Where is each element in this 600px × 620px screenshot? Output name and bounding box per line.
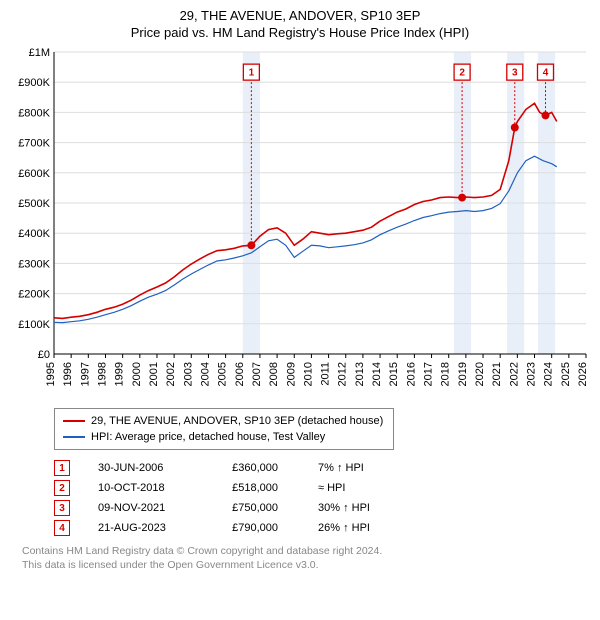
transaction-price: £750,000 — [218, 502, 318, 514]
chart-svg: £0 £100K £200K £300K £400K £500K £600K £700K £80… — [10, 46, 590, 406]
x-tick-label: 1998 — [96, 362, 108, 386]
x-tick-label: 2005 — [217, 362, 229, 386]
x-tick-label: 2011 — [320, 362, 332, 386]
transaction-dot — [247, 241, 255, 249]
legend-swatch — [63, 436, 85, 438]
x-tick-label: 2018 — [440, 362, 452, 386]
transaction-date: 30-JUN-2006 — [98, 462, 218, 474]
transaction-date: 09-NOV-2021 — [98, 502, 218, 514]
transaction-date: 10-OCT-2018 — [98, 482, 218, 494]
x-tick-label: 2020 — [474, 362, 486, 386]
footer-line-1: Contains HM Land Registry data © Crown c… — [22, 544, 590, 558]
legend-label: 29, THE AVENUE, ANDOVER, SP10 3EP (detac… — [91, 413, 383, 429]
transaction-marker-number: 1 — [249, 68, 255, 79]
y-tick-label: £800K — [18, 107, 50, 119]
series-hpi — [54, 156, 557, 322]
attribution-footer: Contains HM Land Registry data © Crown c… — [22, 544, 590, 572]
y-tick-label: £900K — [18, 77, 50, 89]
x-tick-label: 2012 — [337, 362, 349, 386]
x-tick-label: 2024 — [543, 362, 555, 386]
y-tick-label: £600K — [18, 168, 50, 180]
x-tick-label: 2014 — [371, 362, 383, 386]
chart-plot-area: £0 £100K £200K £300K £400K £500K £600K £700K £80… — [10, 46, 590, 406]
transaction-badge: 2 — [54, 480, 70, 496]
y-tick-label: £300K — [18, 258, 50, 270]
transaction-row: 1 30-JUN-2006£360,0007% ↑ HPI — [54, 458, 590, 478]
x-tick-label: 2025 — [560, 362, 572, 386]
x-tick-label: 1995 — [45, 362, 57, 386]
x-tick-label: 2008 — [268, 362, 280, 386]
chart-container: 29, THE AVENUE, ANDOVER, SP10 3EP Price … — [0, 0, 600, 576]
transaction-badge: 1 — [54, 460, 70, 476]
x-tick-label: 2007 — [251, 362, 263, 386]
x-tick-label: 2022 — [508, 362, 520, 386]
y-tick-label: £400K — [18, 228, 50, 240]
x-tick-label: 2009 — [285, 362, 297, 386]
transaction-hpi: 30% ↑ HPI — [318, 502, 438, 514]
y-tick-label: £700K — [18, 138, 50, 150]
transaction-price: £360,000 — [218, 462, 318, 474]
y-tick-label: £1M — [29, 47, 50, 59]
y-tick-label: £100K — [18, 319, 50, 331]
x-tick-label: 2003 — [182, 362, 194, 386]
x-tick-label: 2015 — [388, 362, 400, 386]
transaction-marker-number: 4 — [543, 68, 549, 79]
x-tick-label: 2016 — [405, 362, 417, 386]
transaction-hpi: ≈ HPI — [318, 482, 438, 494]
y-tick-label: £500K — [18, 198, 50, 210]
transaction-dot — [511, 124, 519, 132]
transaction-table: 1 30-JUN-2006£360,0007% ↑ HPI 2 10-OCT-2018… — [54, 458, 590, 538]
x-tick-label: 2002 — [165, 362, 177, 386]
transaction-marker-number: 2 — [459, 68, 465, 79]
chart-title: 29, THE AVENUE, ANDOVER, SP10 3EP — [10, 8, 590, 23]
y-tick-label: £200K — [18, 289, 50, 301]
transaction-row: 2 10-OCT-2018£518,000≈ HPI — [54, 478, 590, 498]
y-tick-label: £0 — [38, 349, 50, 361]
x-tick-label: 2017 — [423, 362, 435, 386]
footer-line-2: This data is licensed under the Open Gov… — [22, 558, 590, 572]
transaction-dot — [541, 111, 549, 119]
x-tick-label: 2019 — [457, 362, 469, 386]
x-tick-label: 2004 — [199, 362, 211, 386]
transaction-badge: 3 — [54, 500, 70, 516]
legend-item: HPI: Average price, detached house, Test… — [63, 429, 383, 445]
transaction-badge: 4 — [54, 520, 70, 536]
x-tick-label: 2010 — [302, 362, 314, 386]
x-tick-label: 2026 — [577, 362, 589, 386]
chart-subtitle: Price paid vs. HM Land Registry's House … — [10, 25, 590, 40]
legend: 29, THE AVENUE, ANDOVER, SP10 3EP (detac… — [54, 408, 394, 450]
legend-label: HPI: Average price, detached house, Test… — [91, 429, 325, 445]
transaction-row: 4 21-AUG-2023£790,00026% ↑ HPI — [54, 518, 590, 538]
transaction-price: £518,000 — [218, 482, 318, 494]
legend-item: 29, THE AVENUE, ANDOVER, SP10 3EP (detac… — [63, 413, 383, 429]
x-tick-label: 2013 — [354, 362, 366, 386]
transaction-marker-number: 3 — [512, 68, 518, 79]
transaction-hpi: 26% ↑ HPI — [318, 522, 438, 534]
x-tick-label: 2000 — [131, 362, 143, 386]
transaction-row: 3 09-NOV-2021£750,00030% ↑ HPI — [54, 498, 590, 518]
legend-swatch — [63, 420, 85, 422]
x-tick-label: 1996 — [62, 362, 74, 386]
x-tick-label: 1997 — [79, 362, 91, 386]
x-tick-label: 2023 — [526, 362, 538, 386]
transaction-date: 21-AUG-2023 — [98, 522, 218, 534]
transaction-dot — [458, 194, 466, 202]
x-tick-label: 2001 — [148, 362, 160, 386]
x-tick-label: 2006 — [234, 362, 246, 386]
x-tick-label: 2021 — [491, 362, 503, 386]
transaction-price: £790,000 — [218, 522, 318, 534]
transaction-hpi: 7% ↑ HPI — [318, 462, 438, 474]
x-tick-label: 1999 — [114, 362, 126, 386]
